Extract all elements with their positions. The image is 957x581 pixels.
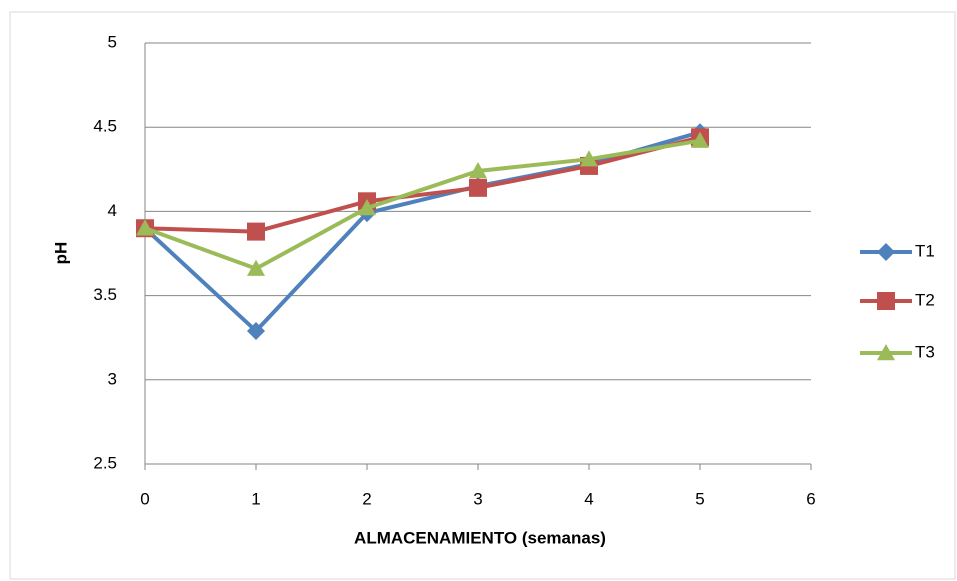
y-tick-label: 4 bbox=[108, 201, 117, 220]
series-line bbox=[145, 137, 700, 231]
marker bbox=[877, 292, 895, 310]
x-tick-label: 2 bbox=[362, 489, 371, 508]
x-tick-label: 4 bbox=[584, 489, 593, 508]
y-axis-label: pH bbox=[51, 242, 70, 265]
x-tick-label: 6 bbox=[806, 489, 815, 508]
x-tick-label: 1 bbox=[251, 489, 260, 508]
marker bbox=[877, 243, 895, 261]
marker bbox=[469, 179, 487, 197]
y-tick-label: 5 bbox=[108, 32, 117, 51]
x-tick-label: 3 bbox=[473, 489, 482, 508]
y-tick-label: 3 bbox=[108, 369, 117, 388]
legend-label: T2 bbox=[915, 290, 935, 309]
legend-label: T1 bbox=[915, 241, 935, 260]
marker bbox=[247, 223, 265, 241]
x-tick-label: 5 bbox=[695, 489, 704, 508]
chart: ALMACENAMIENTO (semanas) pH 2.5 3 3.5 4 4.5 5… bbox=[0, 0, 957, 581]
x-tick-label: 0 bbox=[140, 489, 149, 508]
y-tick-label: 2.5 bbox=[93, 453, 117, 472]
y-tick-label: 4.5 bbox=[93, 117, 117, 136]
y-tick-label: 3.5 bbox=[93, 285, 117, 304]
legend-label: T3 bbox=[915, 342, 935, 361]
x-axis-label: ALMACENAMIENTO (semanas) bbox=[354, 528, 606, 547]
